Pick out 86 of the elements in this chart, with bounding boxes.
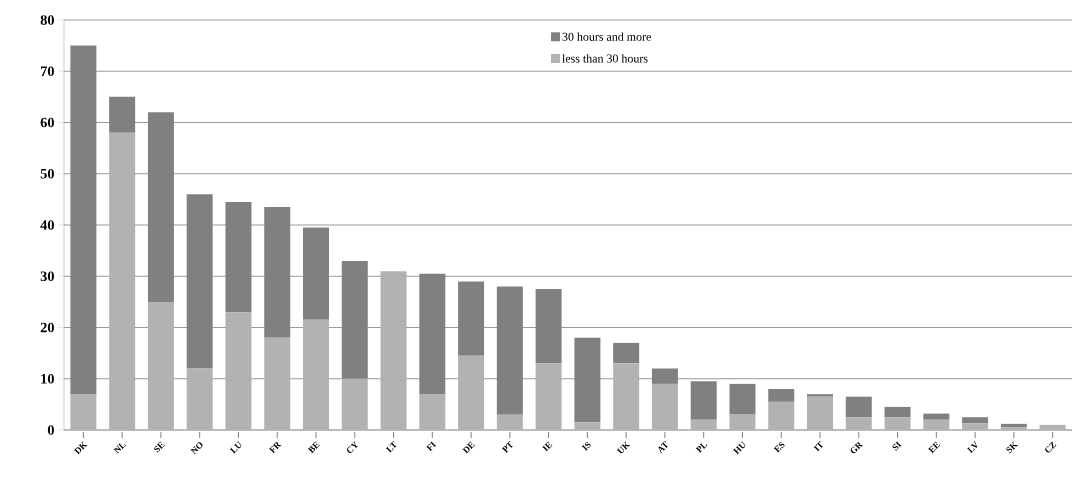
bar — [225, 312, 252, 430]
bar — [884, 406, 911, 418]
y-tick-label: 20 — [40, 322, 54, 333]
x-tick-label: AT — [658, 441, 669, 454]
bar — [458, 281, 485, 356]
x-tick-label: DK — [73, 441, 88, 455]
bar — [690, 419, 717, 430]
x-tick-label: BE — [307, 441, 320, 454]
bar — [70, 45, 97, 395]
bar — [109, 96, 136, 133]
bar — [729, 414, 756, 430]
x-tick-label: FI — [426, 441, 437, 452]
bar — [419, 394, 446, 430]
bar — [496, 414, 523, 430]
bar — [729, 383, 756, 415]
bar — [845, 417, 872, 430]
bar — [186, 368, 213, 430]
legend-label: less than 30 hours — [562, 54, 648, 63]
x-tick-label: IE — [542, 441, 553, 452]
x-tick-label: DE — [462, 441, 475, 454]
bar — [613, 363, 640, 430]
bar — [264, 337, 291, 430]
bar — [419, 273, 446, 395]
bar — [574, 337, 601, 423]
bar — [380, 271, 407, 430]
bar — [768, 401, 795, 430]
x-tick-label: GR — [850, 442, 864, 454]
bar — [341, 260, 368, 379]
x-tick-label: UK — [616, 441, 631, 454]
bar — [109, 132, 136, 430]
bar — [70, 394, 97, 430]
y-tick-label: 70 — [40, 66, 54, 77]
x-tick-label: ES — [773, 441, 785, 453]
bar — [225, 201, 252, 313]
bar — [807, 396, 834, 430]
y-tick-label: 50 — [40, 168, 54, 179]
bar — [651, 368, 678, 384]
bar — [535, 289, 562, 364]
bar — [341, 378, 368, 430]
x-tick-label: HU — [733, 441, 746, 455]
bar — [147, 112, 174, 302]
x-tick-label: FR — [268, 442, 282, 454]
x-tick-label: IT — [813, 441, 824, 452]
x-tick-label: LT — [385, 441, 397, 453]
x-tick-label: SK — [1006, 441, 1019, 454]
x-tick-label: LV — [966, 441, 978, 454]
x-tick-label: IS — [581, 441, 591, 451]
legend-label: 30 hours and more — [562, 32, 651, 41]
bar — [807, 394, 834, 397]
bar — [768, 389, 795, 402]
y-tick-label: 0 — [47, 425, 54, 435]
x-tick-label: NO — [190, 442, 203, 455]
bar — [651, 383, 678, 430]
x-tick-label: CY — [347, 441, 358, 453]
bar — [264, 207, 291, 338]
bar — [613, 342, 640, 364]
bar — [186, 194, 213, 369]
x-tick-label: LU — [229, 441, 242, 454]
bar — [1000, 427, 1027, 430]
bar — [458, 355, 485, 430]
bar — [962, 417, 989, 424]
y-tick-label: 10 — [41, 373, 54, 384]
bar — [574, 422, 601, 430]
bar — [690, 381, 717, 420]
bar — [923, 419, 950, 430]
bar — [535, 363, 562, 430]
y-tick-label: 60 — [40, 117, 54, 128]
x-tick-label: PT — [501, 441, 514, 454]
bar — [303, 319, 329, 430]
x-tick-label: PL — [695, 442, 708, 454]
bar — [303, 227, 329, 320]
y-tick-label: 80 — [40, 15, 54, 25]
bar — [845, 396, 872, 418]
bar — [1039, 424, 1066, 430]
bar — [496, 286, 523, 415]
bar — [962, 423, 989, 430]
x-tick-label: SE — [154, 441, 165, 453]
bar — [923, 413, 950, 420]
x-tick-label: EE — [927, 441, 941, 454]
x-tick-label: SI — [892, 441, 902, 451]
bar — [884, 417, 911, 430]
y-tick-label: 30 — [40, 271, 54, 282]
x-tick-label: CZ — [1045, 441, 1057, 453]
y-tick-label: 40 — [40, 220, 54, 230]
bar — [147, 301, 174, 430]
x-tick-label: NL — [113, 442, 126, 454]
